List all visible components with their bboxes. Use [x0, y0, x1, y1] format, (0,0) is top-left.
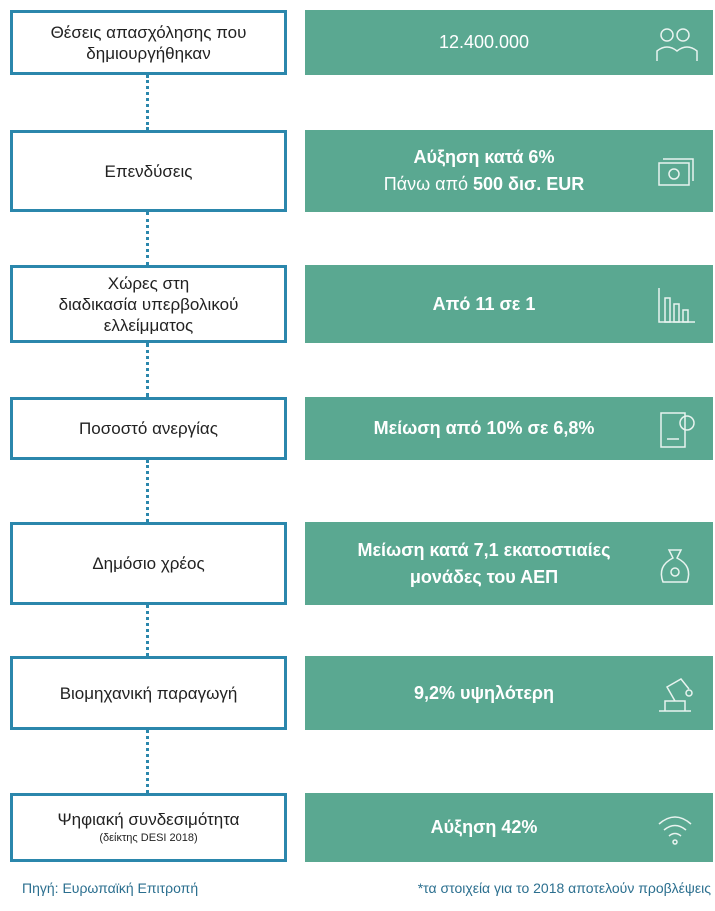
label-box: Ψηφιακή συνδεσιμότητα (δείκτης DESI 2018)	[10, 793, 287, 862]
value-segment: Πάνω από	[383, 174, 468, 194]
value-segment: 12.400.000	[438, 32, 530, 52]
value-box: Αύξηση 42%	[305, 793, 713, 862]
value-box: 9,2% υψηλότερη	[305, 656, 713, 730]
label-box: Ποσοστό ανεργίας	[10, 397, 287, 460]
label-line: Θέσεις απασχόλησης που	[50, 22, 247, 42]
label-note: (δείκτης DESI 2018)	[99, 832, 198, 844]
connector	[146, 75, 149, 130]
value-line: Από 11 σε 1	[433, 291, 536, 318]
label-box: Βιομηχανική παραγωγή	[10, 656, 287, 730]
value-text: Μείωση από 10% σε 6,8%	[354, 415, 665, 442]
value-segment: Μείωση κατά 7,1 εκατοστιαίες	[357, 539, 611, 560]
value-line: μονάδες του ΑΕΠ	[357, 564, 610, 591]
label-line: ελλείμματος	[103, 315, 194, 335]
icon	[660, 411, 695, 448]
value-text: Αύξηση κατά 6% Πάνω από 500 δισ. EUR	[364, 144, 655, 198]
value-segment: Μείωση από 10% σε 6,8%	[373, 418, 595, 438]
footnote: *τα στοιχεία για το 2018 αποτελούν προβλ…	[417, 880, 711, 896]
icon	[659, 678, 693, 712]
label-box: Επενδύσεις	[10, 130, 287, 212]
value-text: Από 11 σε 1	[413, 291, 606, 318]
connector	[146, 343, 149, 397]
value-box: Μείωση από 10% σε 6,8%	[305, 397, 713, 460]
icon	[658, 815, 692, 845]
label-line: Ποσοστό ανεργίας	[79, 419, 218, 438]
label-box: Δημόσιο χρέος	[10, 522, 287, 605]
value-segment: Αύξηση κατά 6%	[413, 147, 555, 167]
label-line: Επενδύσεις	[104, 161, 193, 181]
icon	[660, 548, 690, 583]
value-box: Από 11 σε 1	[305, 265, 713, 343]
label-line: Βιομηχανική παραγωγή	[59, 683, 238, 703]
value-text: Μείωση κατά 7,1 εκατοστιαίες μονάδες του …	[337, 537, 680, 591]
label-box: Θέσεις απασχόλησης που δημιουργήθηκαν	[10, 10, 287, 75]
value-text: 12.400.000	[419, 29, 599, 56]
value-line: Πάνω από 500 δισ. EUR	[384, 171, 585, 198]
value-segment: 500 δισ. EUR	[473, 174, 585, 194]
value-box: 12.400.000	[305, 10, 713, 75]
value-line: 12.400.000	[439, 29, 529, 56]
value-line: Αύξηση κατά 6%	[384, 144, 585, 171]
value-text: 9,2% υψηλότερη	[394, 680, 624, 707]
icon	[658, 288, 695, 323]
value-line: 9,2% υψηλότερη	[414, 680, 554, 707]
label-box: Χώρες στη διαδικασία υπερβολικού ελλείμματ…	[10, 265, 287, 343]
value-segment: 9,2% υψηλότερη	[413, 682, 555, 703]
value-line: Μείωση από 10% σε 6,8%	[374, 415, 595, 442]
value-segment: Αύξηση 42%	[430, 817, 538, 837]
value-segment: μονάδες του ΑΕΠ	[409, 566, 559, 587]
connector	[146, 605, 149, 656]
label-line: Ψηφιακή συνδεσιμότητα	[57, 810, 240, 829]
label-line: διαδικασία υπερβολικού	[58, 294, 239, 314]
value-box: Μείωση κατά 7,1 εκατοστιαίες μονάδες του …	[305, 522, 713, 605]
value-segment: Από 11 σε 1	[432, 293, 536, 314]
label-line: δημιουργήθηκαν	[86, 43, 211, 63]
source: Πηγή: Ευρωπαϊκή Επιτροπή	[22, 880, 199, 896]
value-line: Αύξηση 42%	[431, 814, 538, 841]
value-text: Αύξηση 42%	[411, 814, 608, 841]
connector	[146, 460, 149, 522]
connector	[146, 730, 149, 793]
value-box: Αύξηση κατά 6% Πάνω από 500 δισ. EUR	[305, 130, 713, 212]
value-line: Μείωση κατά 7,1 εκατοστιαίες	[357, 537, 610, 564]
label-line: Χώρες στη	[107, 273, 190, 293]
icon	[656, 27, 698, 61]
connector	[146, 212, 149, 265]
label-line: Δημόσιο χρέος	[92, 554, 205, 573]
icon	[658, 158, 694, 186]
